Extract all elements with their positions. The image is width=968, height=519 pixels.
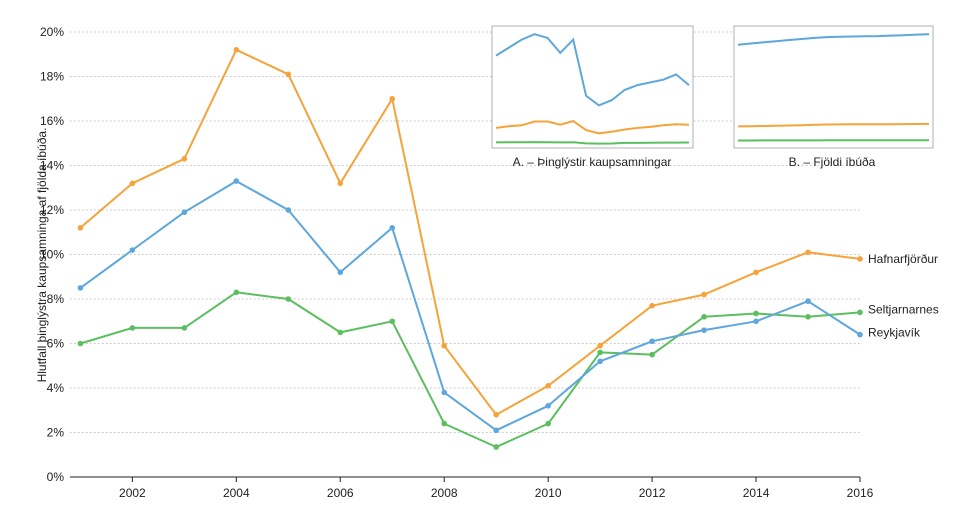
data-point: [441, 420, 448, 427]
data-point: [285, 207, 292, 213]
inset-frame: [491, 25, 694, 149]
inset-caption: B. – Fjöldi íbúða: [789, 155, 876, 169]
data-point: [337, 269, 344, 276]
data-point: [493, 444, 499, 450]
data-point: [233, 47, 240, 53]
series-label-1: Seltjarnarnes: [868, 302, 939, 316]
data-point: [857, 309, 863, 316]
data-point: [545, 420, 551, 427]
y-tick-label: 4%: [47, 381, 65, 395]
data-point: [597, 358, 603, 365]
data-point: [805, 249, 811, 256]
data-point: [597, 349, 603, 356]
data-point: [441, 389, 448, 396]
data-points: [77, 47, 863, 450]
data-point: [857, 256, 863, 262]
data-point: [389, 95, 396, 102]
data-point: [753, 318, 759, 325]
y-tick-label: 10%: [40, 248, 64, 262]
data-point: [233, 178, 240, 184]
y-tick-label: 20%: [40, 25, 64, 39]
y-tick-label: 6%: [47, 337, 65, 351]
inset-frame: [733, 25, 934, 149]
series-line-2: [79, 180, 861, 432]
data-point: [285, 296, 292, 302]
data-point: [77, 340, 84, 347]
series-lines: [79, 48, 861, 448]
inset-a: A. – Þinglýstir kaupsamningar: [491, 25, 694, 169]
data-point: [389, 225, 396, 231]
data-point: [649, 351, 655, 358]
data-point: [441, 342, 448, 349]
inset-line-1: [737, 122, 930, 128]
data-point: [285, 71, 292, 78]
x-tick-label: 2010: [535, 486, 562, 500]
data-point: [129, 247, 136, 253]
data-point: [337, 329, 344, 336]
series-line-1: [80, 291, 861, 448]
data-point: [597, 342, 603, 349]
inset-b: B. – Fjöldi íbúða: [733, 25, 934, 169]
y-tick-label: 0%: [47, 470, 65, 484]
series-label-0: Hafnarfjörður: [868, 252, 938, 266]
y-tick-label: 2%: [47, 426, 65, 440]
data-point: [181, 325, 188, 331]
inset-caption: A. – Þinglýstir kaupsamningar: [513, 155, 672, 169]
inset-line-1: [495, 119, 690, 135]
data-point: [857, 331, 863, 338]
data-point: [545, 382, 551, 389]
data-point: [389, 318, 396, 325]
data-point: [233, 289, 240, 296]
data-point: [493, 411, 499, 418]
data-point: [701, 314, 707, 320]
data-point: [805, 314, 811, 320]
x-tick-label: 2006: [327, 486, 354, 500]
y-tick-label: 12%: [40, 203, 64, 217]
series-labels: Hafnarfjörður Seltjarnarnes Reykjavík: [868, 252, 939, 340]
axes: 0% 2% 4% 6% 8% 10% 12% 14% 16% 18% 20% 2002 2004 2006…: [40, 25, 874, 500]
x-tick-label: 2002: [119, 486, 146, 500]
x-tick-label: 2004: [223, 486, 250, 500]
y-tick-label: 18%: [40, 70, 64, 84]
inset-line-0: [737, 33, 930, 46]
inset-line-0: [495, 33, 690, 107]
data-point: [649, 302, 655, 309]
y-tick-label: 14%: [40, 159, 64, 173]
x-tick-label: 2012: [639, 486, 666, 500]
data-point: [701, 291, 707, 298]
inset-line-2: [495, 141, 690, 145]
series-label-2: Reykjavík: [868, 326, 921, 340]
y-tick-label: 16%: [40, 114, 64, 128]
series-line-0: [79, 48, 861, 416]
data-point: [753, 310, 759, 317]
x-tick-label: 2008: [431, 486, 458, 500]
data-point: [181, 209, 188, 216]
y-tick-label: 8%: [47, 292, 65, 306]
data-point: [753, 269, 759, 276]
data-point: [77, 225, 84, 231]
data-point: [493, 427, 499, 434]
data-point: [545, 403, 551, 409]
x-tick-label: 2014: [743, 486, 770, 500]
data-point: [337, 180, 344, 187]
data-point: [649, 338, 655, 345]
data-point: [805, 298, 811, 305]
data-point: [77, 285, 84, 291]
data-point: [701, 327, 707, 333]
data-point: [129, 180, 136, 187]
data-point: [129, 325, 136, 331]
x-tick-label: 2016: [847, 486, 874, 500]
data-point: [181, 156, 188, 162]
y-axis-label: Hlutfall þinglýstra kaupsamninga af fjöl…: [35, 128, 49, 383]
